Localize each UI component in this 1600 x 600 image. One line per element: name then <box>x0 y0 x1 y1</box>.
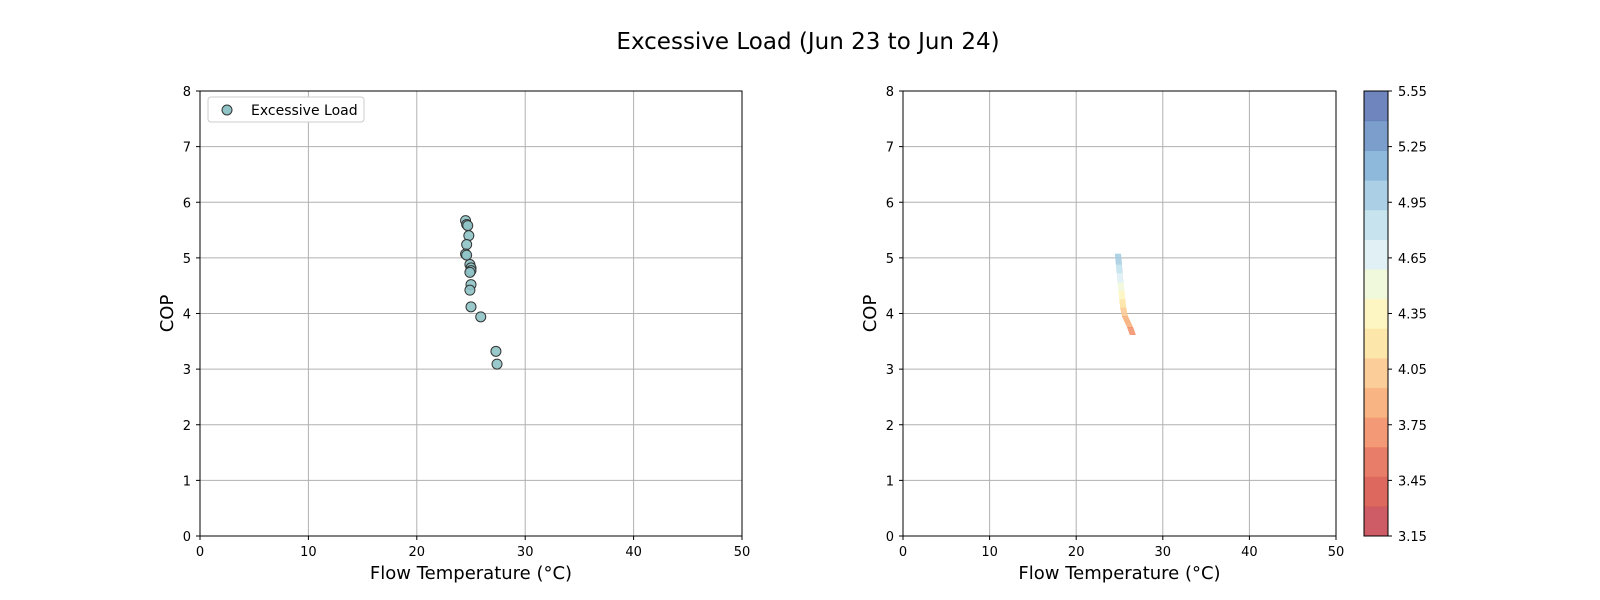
y-tick-label: 4 <box>886 308 894 323</box>
colorbar-band <box>1364 298 1388 329</box>
data-point <box>462 220 474 232</box>
colorbar-band <box>1364 150 1388 181</box>
colorbar-band <box>1364 476 1388 507</box>
contour-segment <box>1114 253 1122 265</box>
data-point <box>491 358 503 370</box>
data-point <box>464 266 476 278</box>
y-tick-label: 2 <box>183 419 191 434</box>
x-tick-label: 10 <box>300 545 317 560</box>
scatter-panel: 0 10 20 30 40 50 0 1 2 3 4 5 6 7 8 Flow Temperature (°C… <box>157 85 750 584</box>
data-point <box>490 345 502 357</box>
colorbar-tick-label: 4.65 <box>1398 252 1427 267</box>
x-tick-label: 20 <box>1068 545 1085 560</box>
y-tick-label: 0 <box>886 530 894 545</box>
colorbar-tick-label: 4.05 <box>1398 363 1427 378</box>
colorbar-band <box>1364 506 1388 537</box>
colorbar-band <box>1364 120 1388 151</box>
x-tick-label: 50 <box>1328 545 1345 560</box>
contour-segment <box>1121 316 1131 323</box>
x-tick-label: 0 <box>196 545 204 560</box>
y-tick-label: 7 <box>886 141 894 156</box>
y-tick-label: 3 <box>183 363 191 378</box>
y-tick-label: 6 <box>183 196 191 211</box>
plot-frame <box>199 90 743 537</box>
colorbar-tick-label: 3.45 <box>1398 474 1427 489</box>
colorbar-tick-label: 3.15 <box>1398 530 1427 545</box>
colorbar-band <box>1364 328 1388 359</box>
x-tick-label: 30 <box>1155 545 1172 560</box>
data-point <box>465 301 477 313</box>
x-tick-label: 10 <box>981 545 998 560</box>
figure-title: Excessive Load (Jun 23 to Jun 24) <box>616 29 999 55</box>
data-point <box>464 284 476 296</box>
colorbar-band <box>1364 269 1388 300</box>
legend-marker <box>221 104 233 116</box>
plot-frame <box>902 90 1337 537</box>
contour-segment <box>1127 327 1136 335</box>
legend-label: Excessive Load <box>251 103 358 119</box>
data-point <box>461 249 473 261</box>
colorbar-band <box>1364 447 1388 478</box>
contour-segment <box>1119 299 1127 309</box>
colorbar-band <box>1364 209 1388 240</box>
y-tick-label: 4 <box>183 308 191 323</box>
data-point <box>475 311 487 323</box>
contour-panel: 0 10 20 30 40 50 0 1 2 3 4 5 6 7 8 Flow Temperature (°C… <box>860 85 1344 584</box>
colorbar-band <box>1364 180 1388 211</box>
contour-segment <box>1115 264 1123 274</box>
colorbar-tick-label: 4.35 <box>1398 308 1427 323</box>
colorbar-band <box>1364 358 1388 389</box>
y-tick-label: 6 <box>886 196 894 211</box>
x-tick-label: 50 <box>734 545 751 560</box>
colorbar-tick-label: 3.75 <box>1398 419 1427 434</box>
y-tick-label: 3 <box>886 363 894 378</box>
legend-box <box>207 96 365 123</box>
colorbar: 3.15 3.45 3.75 4.05 4.35 4.65 4.95 5.25 5.55 <box>1363 85 1427 545</box>
y-tick-label: 7 <box>183 141 191 156</box>
x-tick-label: 40 <box>1241 545 1258 560</box>
y-tick-label: 0 <box>183 530 191 545</box>
data-point <box>461 239 473 251</box>
contour-segment <box>1124 321 1134 328</box>
y-tick-label: 1 <box>183 474 191 489</box>
x-axis-label: Flow Temperature (°C) <box>370 563 572 584</box>
colorbar-band <box>1364 417 1388 448</box>
x-tick-label: 40 <box>625 545 642 560</box>
colorbar-band <box>1364 91 1388 122</box>
y-tick-label: 5 <box>183 252 191 267</box>
contour-segment <box>1120 307 1129 317</box>
colorbar-band <box>1364 239 1388 270</box>
y-tick-label: 8 <box>183 85 191 100</box>
colorbar-tick-label: 5.55 <box>1398 85 1427 100</box>
contour-segment <box>1118 291 1126 300</box>
x-tick-label: 30 <box>517 545 534 560</box>
x-tick-label: 20 <box>409 545 426 560</box>
y-tick-label: 2 <box>886 419 894 434</box>
y-axis-label: COP <box>157 295 178 333</box>
x-axis-label: Flow Temperature (°C) <box>1018 563 1220 584</box>
colorbar-band <box>1364 387 1388 418</box>
y-tick-label: 5 <box>886 252 894 267</box>
colorbar-tick-label: 5.25 <box>1398 141 1427 156</box>
y-tick-label: 1 <box>886 474 894 489</box>
data-point <box>463 230 475 242</box>
contour-segment <box>1117 282 1125 292</box>
y-axis-label: COP <box>860 295 881 333</box>
y-tick-label: 8 <box>886 85 894 100</box>
colorbar-tick-label: 4.95 <box>1398 196 1427 211</box>
contour-segment <box>1116 273 1124 284</box>
x-tick-label: 0 <box>899 545 907 560</box>
